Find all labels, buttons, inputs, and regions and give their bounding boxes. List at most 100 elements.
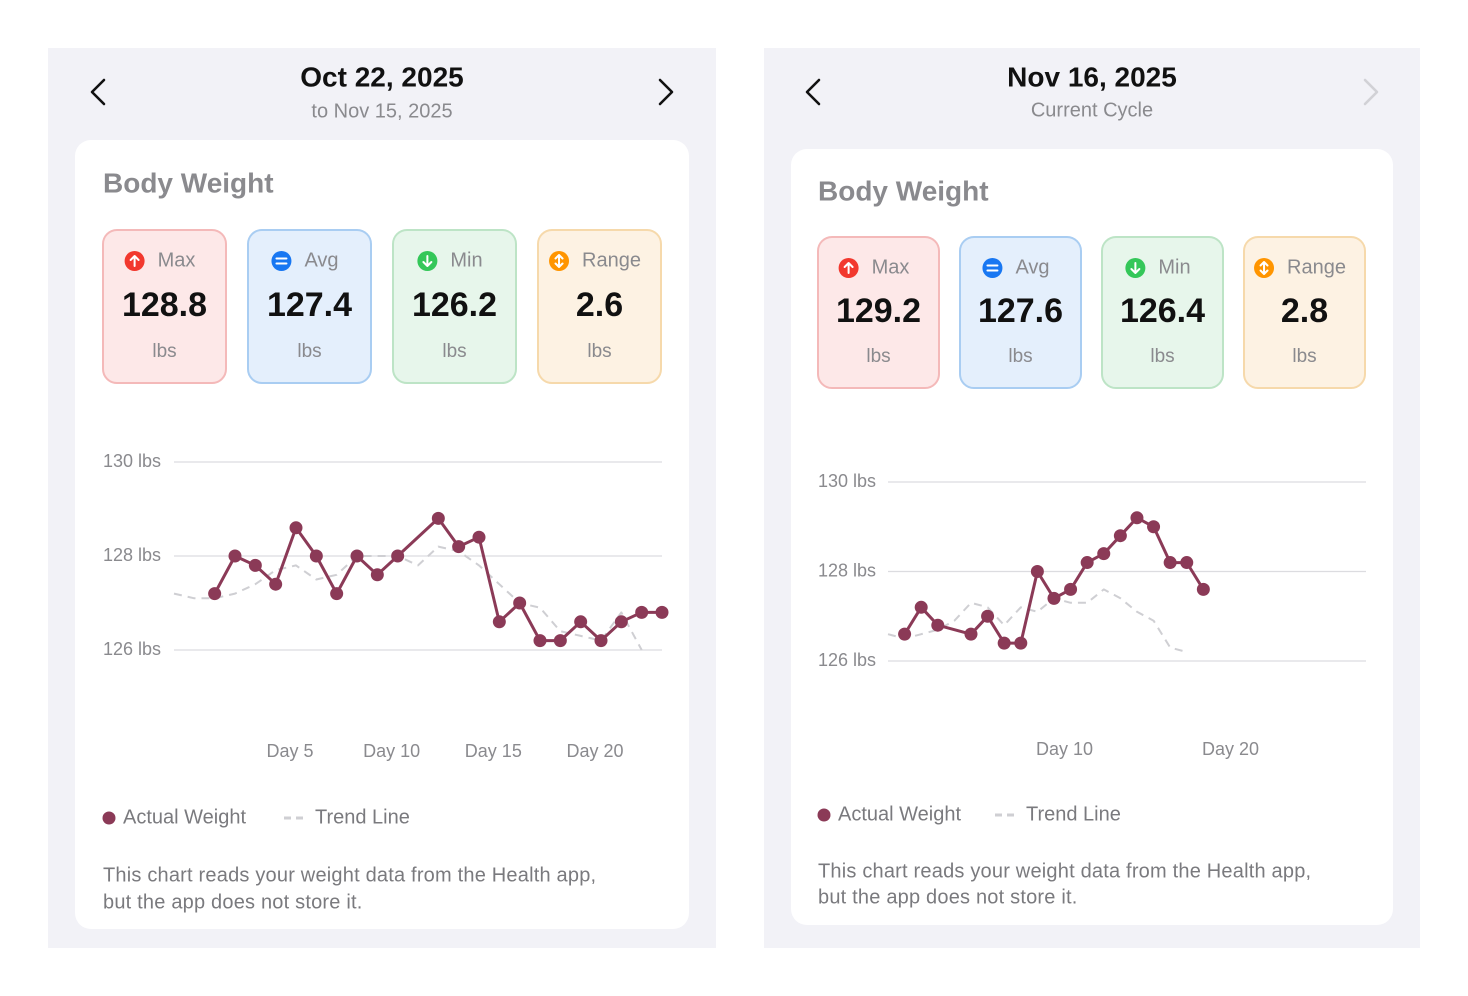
weight-point: [574, 615, 588, 629]
card-title: Body Weight: [103, 167, 274, 198]
legend-swatch: [102, 811, 116, 825]
stat-unit: lbs: [1008, 346, 1032, 367]
header-subtitle: to Nov 15, 2025: [311, 100, 452, 122]
card: [791, 149, 1393, 925]
weight-point: [997, 636, 1011, 650]
x-tick-label: Day 15: [465, 741, 522, 761]
previous-arrow[interactable]: [805, 78, 821, 106]
weight-point: [1047, 591, 1061, 605]
legend-label: Actual Weight: [123, 806, 246, 828]
weight-point: [1147, 520, 1161, 534]
stat-icon-glyph: [1130, 262, 1141, 274]
stat-value: 126.2: [412, 286, 497, 324]
weight-point: [452, 540, 466, 554]
y-tick-label: 126 lbs: [818, 650, 876, 670]
stat-value: 129.2: [836, 292, 921, 330]
weight-point: [1196, 582, 1210, 596]
y-tick-label: 126 lbs: [103, 639, 161, 659]
stat-box: [1243, 236, 1366, 389]
x-tick-label: Day 20: [566, 741, 623, 761]
stat-icon-glyph: [554, 254, 564, 268]
footnote: but the app does not store it.: [103, 891, 363, 913]
weight-point: [1163, 556, 1177, 570]
header-subtitle: Current Cycle: [1031, 99, 1153, 121]
weight-point: [370, 568, 384, 582]
card-title: Body Weight: [818, 175, 989, 206]
weight-point: [289, 521, 303, 535]
footnote: but the app does not store it.: [818, 886, 1078, 908]
weight-point: [981, 609, 995, 623]
weight-point: [1064, 582, 1078, 596]
stat-icon-glyph: [422, 255, 433, 267]
stat-unit: lbs: [1292, 346, 1316, 367]
x-tick-label: Day 20: [1202, 739, 1259, 759]
footnote: This chart reads your weight data from t…: [818, 860, 1311, 882]
stat-value: 127.4: [267, 286, 352, 324]
header-date: Oct 22, 2025: [300, 61, 463, 92]
weight-point: [533, 634, 547, 648]
previous-arrow[interactable]: [90, 78, 106, 106]
stat-box: [537, 229, 662, 384]
stat-icon-glyph: [986, 264, 999, 272]
weight-point: [208, 587, 222, 601]
stat-value: 2.6: [576, 286, 623, 324]
weight-point: [513, 596, 527, 610]
stat-label: Min: [450, 249, 482, 271]
header-date: Nov 16, 2025: [1007, 61, 1177, 92]
weight-point: [309, 549, 323, 563]
legend-label: Trend Line: [315, 806, 410, 828]
stat-label: Avg: [304, 249, 338, 271]
x-tick-label: Day 10: [363, 741, 420, 761]
weight-point: [655, 605, 669, 619]
stat-unit: lbs: [152, 341, 176, 362]
weight-point: [1130, 511, 1144, 525]
weight-point: [898, 627, 912, 641]
weight-point: [269, 577, 283, 591]
stat-label: Max: [158, 249, 196, 271]
stat-label: Avg: [1015, 256, 1049, 278]
weight-point: [914, 600, 928, 614]
weight-point: [228, 549, 242, 563]
next-arrow: [1363, 78, 1379, 106]
weight-point: [1030, 565, 1044, 578]
weight-point: [1097, 547, 1111, 561]
stat-unit: lbs: [442, 341, 466, 362]
stat-unit: lbs: [587, 341, 611, 362]
weight-line: [213, 516, 662, 643]
stat-icon-glyph: [275, 257, 288, 265]
legend-label: Actual Weight: [838, 803, 961, 825]
x-tick-label: Day 10: [1036, 739, 1093, 759]
weight-point: [594, 634, 608, 648]
weight-point: [248, 558, 262, 572]
stat-label: Range: [582, 249, 641, 271]
weight-point: [391, 549, 405, 563]
legend-swatch: [817, 808, 831, 822]
weight-point: [1113, 529, 1127, 543]
stat-icon: [271, 251, 292, 271]
weight-point: [1080, 556, 1094, 570]
card: [75, 140, 689, 929]
weight-point: [614, 615, 628, 629]
x-tick-label: Day 5: [266, 741, 313, 761]
stat-unit: lbs: [1150, 346, 1174, 367]
weight-point: [330, 587, 344, 601]
legend-label: Trend Line: [1026, 803, 1121, 825]
stat-value: 128.8: [122, 286, 207, 324]
y-tick-label: 128 lbs: [818, 560, 876, 580]
stat-unit: lbs: [297, 341, 321, 362]
next-arrow[interactable]: [658, 78, 674, 106]
weight-point: [472, 530, 486, 544]
trend-line: [173, 545, 643, 651]
stat-label: Min: [1158, 256, 1190, 278]
stat-value: 2.8: [1281, 292, 1328, 330]
weight-point: [1180, 556, 1194, 570]
stat-icon-glyph: [1259, 261, 1269, 275]
stat-label: Max: [872, 256, 910, 278]
stat-value: 126.4: [1120, 292, 1205, 330]
stat-value: 127.6: [978, 292, 1063, 330]
trend-line: [887, 588, 1188, 653]
weight-point: [931, 618, 945, 632]
weight-point: [492, 615, 506, 629]
